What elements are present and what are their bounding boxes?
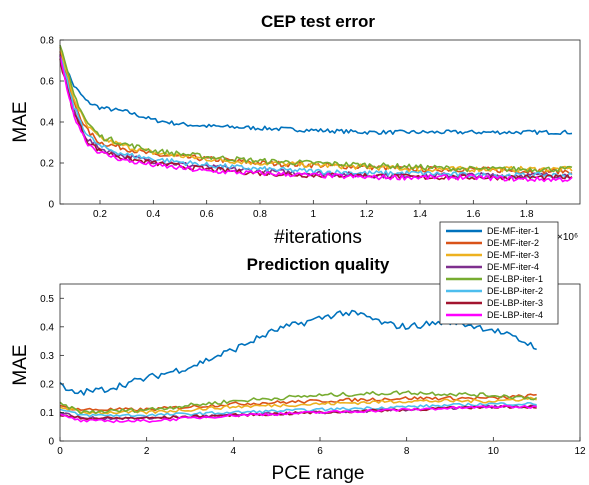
legend-label-de-mf-iter-2: DE-MF-iter-2 (487, 238, 539, 248)
y-tick-label: 0.2 (40, 379, 54, 390)
y-tick-label: 0.2 (40, 159, 54, 170)
series-line-de-lbp-iter-1 (59, 390, 538, 415)
y-tick-label: 0.4 (40, 118, 54, 129)
x-tick-label: 8 (404, 446, 410, 457)
y-tick-label: 0.5 (40, 294, 54, 305)
series-line-de-mf-iter-2 (59, 51, 573, 175)
chart-title: Prediction quality (247, 255, 390, 274)
y-tick-label: 0.8 (40, 36, 54, 47)
x-tick-label: 4 (231, 446, 237, 457)
legend-label-de-mf-iter-4: DE-MF-iter-4 (487, 262, 539, 272)
x-tick-label: 1 (311, 209, 317, 220)
legend-label-de-lbp-iter-1: DE-LBP-iter-1 (487, 274, 543, 284)
x-tick-label: 2 (144, 446, 150, 457)
y-axis-label: MAE (10, 344, 31, 385)
series-line-de-lbp-iter-4 (59, 55, 573, 183)
series-line-de-lbp-iter-1 (59, 44, 573, 173)
series-line-de-mf-iter-1 (59, 53, 573, 136)
x-tick-label: 0.8 (253, 209, 267, 220)
y-tick-label: 0.3 (40, 351, 54, 362)
y-axis-label: MAE (10, 101, 31, 142)
y-tick-label: 0 (48, 200, 54, 211)
legend: DE-MF-iter-1 DE-MF-iter-2 DE-MF-iter-3 DE-M… (439, 221, 559, 325)
chart-cep-test-error: CEP test error MAE #iterations ×10⁶ 0.2 0… (10, 12, 581, 248)
legend-label-de-lbp-iter-4: DE-LBP-iter-4 (487, 310, 543, 320)
series-line-de-mf-iter-3 (59, 396, 537, 415)
series-line-de-lbp-iter-4 (59, 404, 537, 424)
x-tick-label: 0.4 (146, 209, 160, 220)
x-tick-label: 0.2 (93, 209, 107, 220)
plot-area-lines (59, 44, 573, 183)
x-tick-label: 6 (317, 446, 323, 457)
x-tick-label: 0.6 (200, 209, 214, 220)
x-axis-exponent-label: ×10⁶ (557, 232, 578, 243)
legend-items: DE-MF-iter-1 DE-MF-iter-2 DE-MF-iter-3 DE-M… (446, 226, 543, 320)
legend-box (439, 221, 559, 325)
y-axis-ticks: 0 0.1 0.2 0.3 0.4 0.5 (40, 294, 64, 448)
x-tick-label: 10 (488, 446, 500, 457)
x-tick-label: 1.6 (466, 209, 480, 220)
chart-title: CEP test error (261, 12, 375, 31)
legend-label-de-mf-iter-3: DE-MF-iter-3 (487, 250, 539, 260)
x-axis-ticks: 0 2 4 6 8 10 12 (57, 437, 586, 457)
series-line-de-lbp-iter-2 (59, 401, 537, 418)
x-axis-label: PCE range (272, 463, 365, 484)
y-tick-label: 0.1 (40, 408, 54, 419)
y-tick-label: 0.6 (40, 77, 54, 88)
series-line-de-lbp-iter-3 (59, 58, 573, 181)
y-tick-label: 0.4 (40, 322, 54, 333)
x-tick-label: 0 (57, 446, 63, 457)
plot-area-lines (59, 309, 538, 424)
x-tick-label: 1.2 (360, 209, 374, 220)
x-axis-label: #iterations (274, 227, 362, 248)
x-tick-label: 12 (574, 446, 586, 457)
legend-label-de-lbp-iter-3: DE-LBP-iter-3 (487, 298, 543, 308)
x-tick-label: 1.4 (413, 209, 427, 220)
x-axis-ticks: 0.2 0.4 0.6 0.8 1 1.2 1.4 1.6 1.8 (93, 200, 534, 220)
y-axis-ticks: 0 0.2 0.4 0.6 0.8 (40, 36, 64, 211)
legend-label-de-lbp-iter-2: DE-LBP-iter-2 (487, 286, 543, 296)
legend-label-de-mf-iter-1: DE-MF-iter-1 (487, 226, 539, 236)
y-tick-label: 0 (48, 437, 54, 448)
x-tick-label: 1.8 (520, 209, 534, 220)
